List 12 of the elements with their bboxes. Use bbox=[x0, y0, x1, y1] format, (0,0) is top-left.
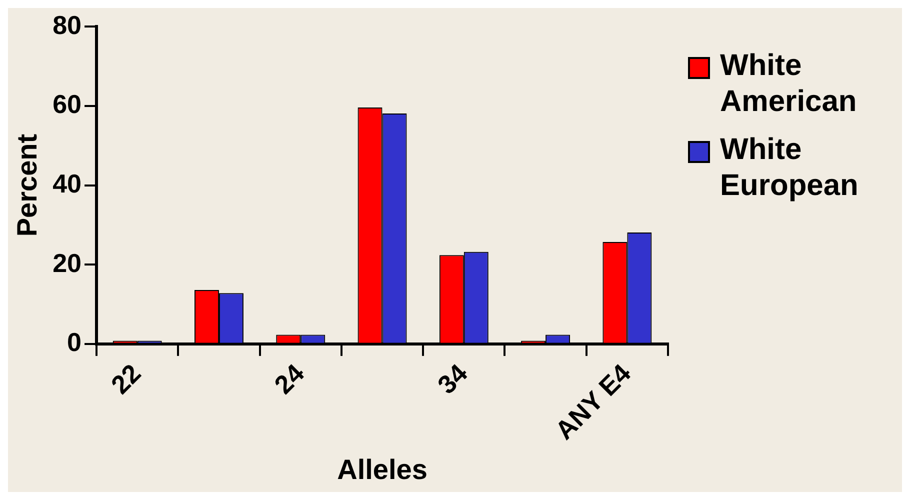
y-axis-title: Percent bbox=[12, 134, 43, 237]
x-tick-label: 24 bbox=[268, 358, 310, 400]
y-tick-label: 60 bbox=[52, 89, 82, 120]
y-tick-label: 0 bbox=[67, 327, 82, 358]
x-axis-title: Alleles bbox=[337, 454, 428, 485]
legend-label: White European bbox=[720, 132, 860, 204]
x-tick-label: 22 bbox=[104, 358, 147, 400]
x-tick-label: 34 bbox=[432, 358, 474, 400]
legend-label: White American bbox=[720, 48, 858, 120]
y-tick-label: 40 bbox=[52, 168, 82, 198]
y-tick-label: 80 bbox=[52, 10, 82, 40]
y-tick-label: 20 bbox=[52, 248, 82, 278]
